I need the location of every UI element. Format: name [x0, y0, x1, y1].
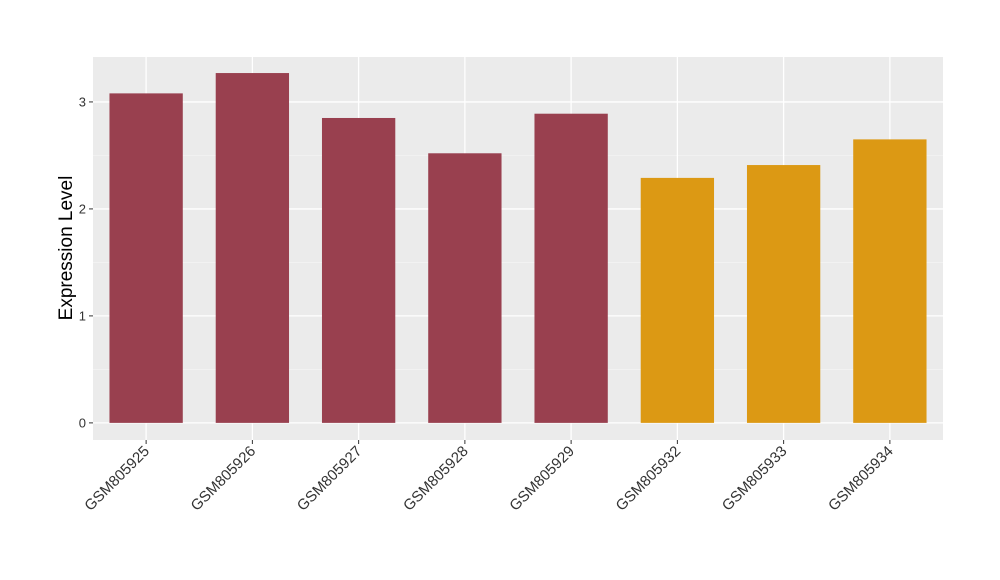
y-tick-label: 0: [79, 415, 86, 430]
bar: [321, 117, 396, 423]
y-tick-label: 3: [79, 94, 86, 109]
bar: [640, 177, 715, 423]
x-tick-label: GSM805927: [294, 443, 366, 515]
x-tick-label: GSM805926: [188, 443, 260, 515]
x-tick-label: GSM805933: [719, 443, 791, 515]
y-axis-title: Expression Level: [56, 176, 77, 321]
x-tick-label: GSM805929: [506, 443, 578, 515]
y-tick-label: 1: [79, 308, 86, 323]
bar: [109, 93, 183, 423]
bar: [853, 139, 927, 423]
x-tick-label: GSM805928: [400, 443, 472, 515]
bar: [428, 153, 502, 423]
x-tick-label: GSM805934: [825, 443, 897, 515]
bar: [534, 113, 608, 423]
bar: [215, 73, 290, 423]
x-tick-label: GSM805925: [81, 443, 153, 515]
y-tick-label: 2: [79, 201, 86, 216]
bar: [746, 165, 821, 423]
x-tick-label: GSM805932: [613, 443, 685, 515]
